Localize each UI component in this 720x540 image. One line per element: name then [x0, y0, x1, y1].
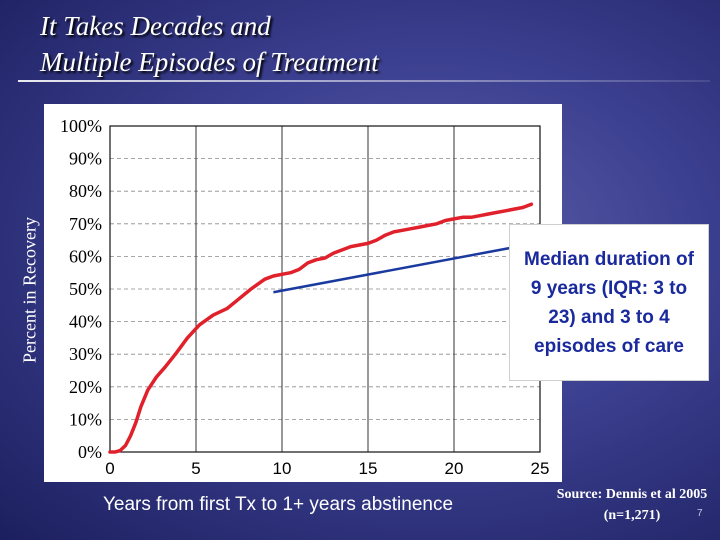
chart-panel: 0% 10% 20% 30% 40% 50% 60% 70% 80% 90% 100% 0 5 10 15 2…	[44, 104, 562, 482]
y-tick-label: 10%	[69, 409, 102, 429]
x-tick-label: 0	[105, 459, 114, 478]
slide-title-line-1: It Takes Decades and	[40, 11, 271, 41]
chart-svg: 0% 10% 20% 30% 40% 50% 60% 70% 80% 90% 100% 0 5 10 15 2…	[60, 116, 550, 478]
callout-pointer	[273, 246, 511, 294]
y-tick-label: 30%	[69, 344, 102, 364]
y-tick-label: 0%	[78, 442, 102, 462]
y-tick-label: 90%	[69, 149, 102, 169]
x-tick-label: 10	[273, 459, 292, 478]
y-tick-label: 80%	[69, 181, 102, 201]
slide-title-line-2: Multiple Episodes of Treatment	[40, 47, 379, 77]
y-tick-label: 40%	[69, 312, 102, 332]
y-axis-label: Percent in Recovery	[19, 217, 40, 363]
x-tick-label: 15	[359, 459, 378, 478]
y-tick-label: 20%	[69, 377, 102, 397]
median-duration-callout: Median duration of 9 years (IQR: 3 to 23…	[509, 224, 709, 381]
source-citation: Source: Dennis et al 2005 (n=1,271)	[556, 487, 708, 523]
y-tick-label: 70%	[69, 214, 102, 234]
x-tick-label: 25	[531, 459, 550, 478]
recovery-curve	[108, 202, 534, 454]
x-axis-label: Years from first Tx to 1+ years abstinen…	[102, 494, 454, 515]
slide-title: It Takes Decades and Multiple Episodes o…	[40, 8, 379, 80]
title-divider	[18, 80, 710, 82]
x-tick-label: 5	[191, 459, 200, 478]
y-tick-label: 100%	[60, 116, 102, 136]
y-tick-label: 50%	[69, 279, 102, 299]
y-tick-label: 60%	[69, 246, 102, 266]
x-tick-label: 20	[445, 459, 464, 478]
slide-number: 7	[697, 508, 703, 519]
